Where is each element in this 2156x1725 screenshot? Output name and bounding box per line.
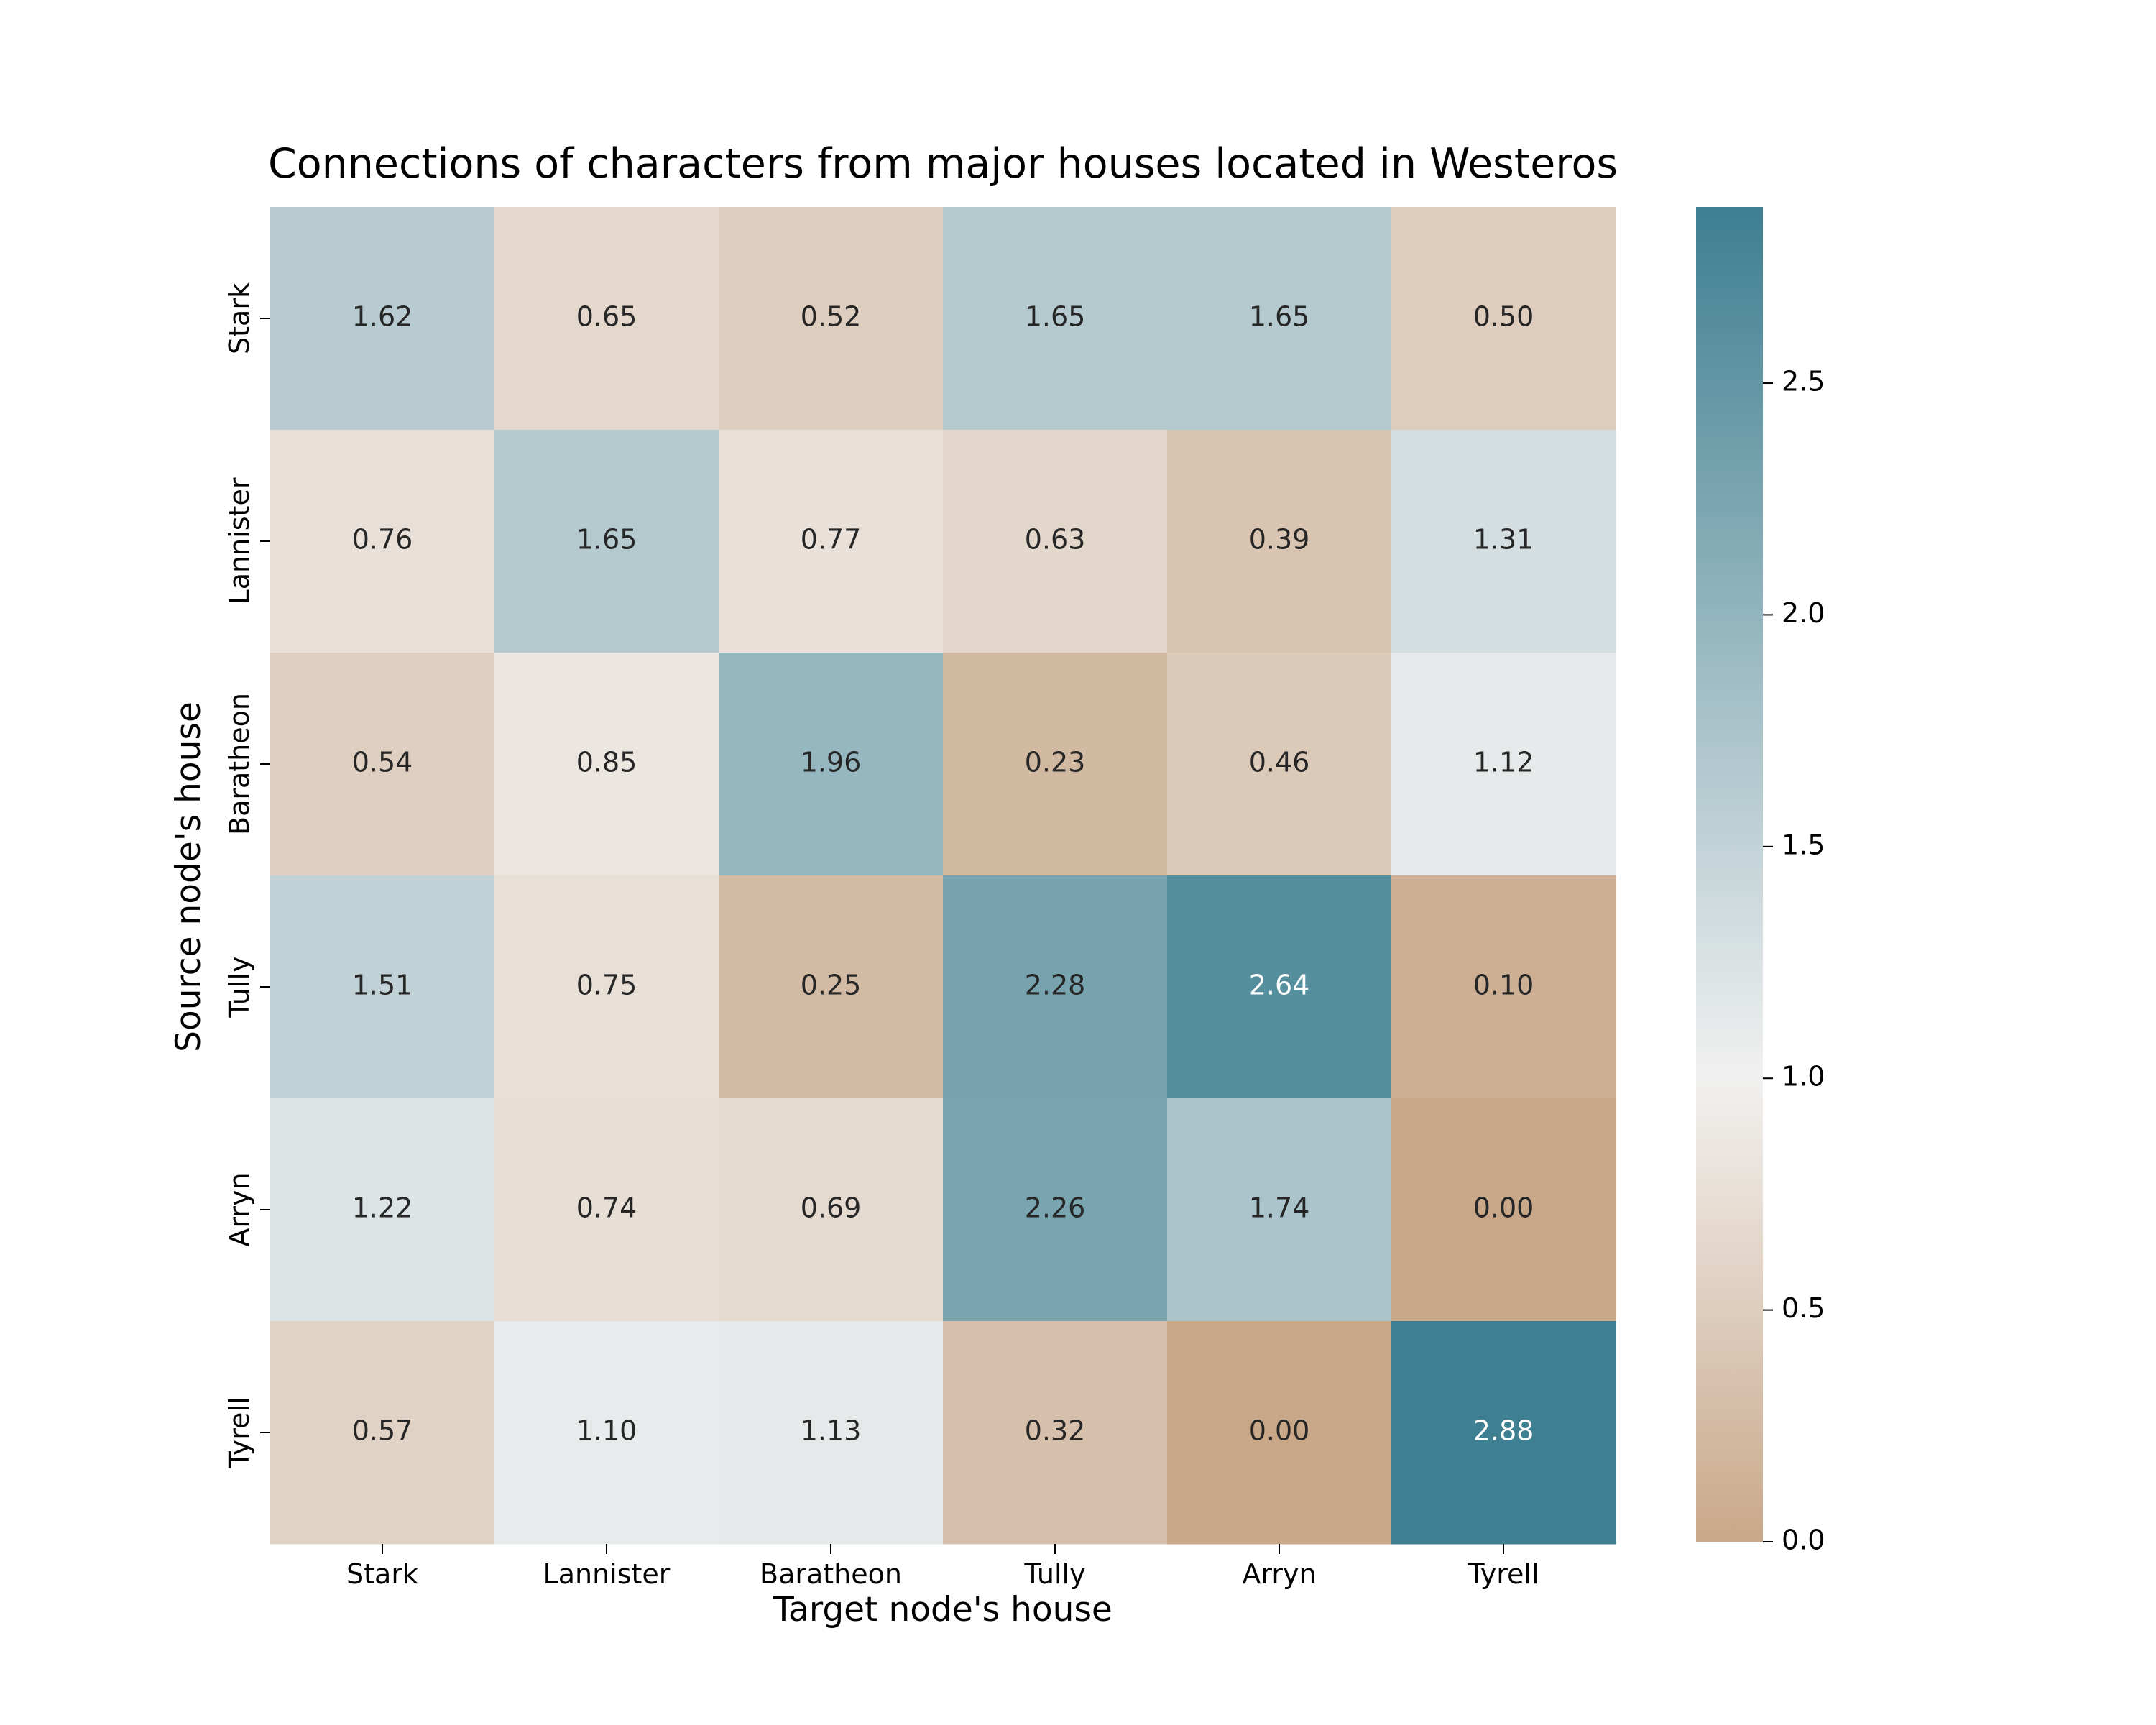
colorbar-tick-label: 2.0 — [1782, 597, 1825, 629]
cell-value-label: 0.00 — [1473, 1192, 1534, 1224]
heatmap-cell — [270, 875, 495, 1099]
heatmap-cells: 1.62 0.65 0.52 1.65 1.65 0.50 0.76 1.65 0.77 0.63… — [270, 207, 1616, 1545]
cell-value-label: 1.62 — [352, 301, 413, 333]
y-tick-label: Stark — [224, 282, 255, 354]
heatmap-cell — [494, 875, 719, 1099]
x-tick-label: Baratheon — [760, 1558, 902, 1590]
x-tick-label: Lannister — [543, 1558, 671, 1590]
heatmap-cell — [719, 1098, 944, 1322]
cell-value-label: 1.51 — [352, 970, 413, 1001]
y-tick-label: Lannister — [224, 477, 255, 604]
colorbar-tick-label: 0.0 — [1782, 1524, 1825, 1556]
x-tick-label: Tully — [1023, 1558, 1085, 1590]
cell-value-label: 1.65 — [1025, 301, 1086, 333]
cell-value-label: 1.96 — [801, 747, 862, 778]
heatmap-cell — [494, 1098, 719, 1322]
heatmap-cell — [494, 207, 719, 431]
cell-value-label: 1.65 — [1249, 301, 1310, 333]
heatmap-cell — [1167, 653, 1392, 876]
cell-value-label: 0.46 — [1249, 747, 1310, 778]
heatmap-cell — [494, 1321, 719, 1545]
heatmap-cell — [1167, 1098, 1392, 1322]
heatmap-cell — [1167, 207, 1392, 431]
chart-title: Connections of characters from major hou… — [268, 140, 1618, 188]
x-tick-label: Arryn — [1242, 1558, 1316, 1590]
x-tick-label: Stark — [346, 1558, 418, 1590]
heatmap-cell — [1391, 875, 1616, 1099]
y-tick-label: Tully — [224, 956, 255, 1018]
cell-value-label: 0.23 — [1025, 747, 1086, 778]
cell-value-label: 1.22 — [352, 1192, 413, 1224]
heatmap-cell — [270, 1098, 495, 1322]
cell-value-label: 0.75 — [576, 970, 637, 1001]
heatmap-cell — [943, 207, 1168, 431]
cell-value-label: 0.77 — [801, 524, 862, 556]
cell-value-label: 1.65 — [576, 524, 637, 556]
cell-value-label: 1.31 — [1473, 524, 1534, 556]
cell-value-label: 1.10 — [576, 1415, 637, 1447]
cell-value-label: 0.54 — [352, 747, 413, 778]
y-axis-ticks: Stark Lannister Baratheon Tully Arryn Tyrell — [224, 282, 270, 1469]
cell-value-label: 0.57 — [352, 1415, 413, 1447]
x-axis-ticks: Stark Lannister Baratheon Tully Arryn Tyrell — [346, 1544, 1539, 1590]
heatmap-cell — [494, 653, 719, 876]
colorbar-tick-label: 1.5 — [1782, 829, 1825, 860]
y-axis-label: Source node's house — [169, 702, 208, 1052]
y-tick-label: Tyrell — [224, 1397, 255, 1468]
cell-value-label: 0.69 — [801, 1192, 862, 1224]
cell-value-label: 2.26 — [1025, 1192, 1086, 1224]
cell-value-label: 0.74 — [576, 1192, 637, 1224]
heatmap-cell — [943, 875, 1168, 1099]
x-axis-label: Target node's house — [773, 1590, 1112, 1629]
cell-value-label: 2.28 — [1025, 970, 1086, 1001]
heatmap-cell — [1167, 430, 1392, 653]
cell-value-label: 0.00 — [1249, 1415, 1310, 1447]
heatmap-cell — [494, 430, 719, 653]
heatmap-cell — [1167, 875, 1392, 1099]
heatmap-cell — [1391, 430, 1616, 653]
cell-value-label: 1.12 — [1473, 747, 1534, 778]
colorbar-ticks: 0.0 0.5 1.0 1.5 2.0 2.5 — [1763, 366, 1825, 1556]
heatmap-cell — [943, 430, 1168, 653]
heatmap-cell — [719, 1321, 944, 1545]
cell-value-label: 0.85 — [576, 747, 637, 778]
cell-value-label: 1.74 — [1249, 1192, 1310, 1224]
heatmap-cell — [943, 653, 1168, 876]
heatmap-cell — [943, 1321, 1168, 1545]
heatmap-cell — [1167, 1321, 1392, 1545]
cell-value-label: 0.52 — [801, 301, 862, 333]
heatmap-cell — [270, 430, 495, 653]
y-tick-label: Baratheon — [224, 693, 255, 835]
heatmap-cell — [1391, 1098, 1616, 1322]
cell-value-label: 0.65 — [576, 301, 637, 333]
heatmap-cell — [719, 875, 944, 1099]
cell-value-label: 0.50 — [1473, 301, 1534, 333]
heatmap-cell — [270, 207, 495, 431]
cell-value-label: 0.76 — [352, 524, 413, 556]
x-tick-label: Tyrell — [1467, 1558, 1539, 1590]
cell-value-label: 0.25 — [801, 970, 862, 1001]
heatmap-cell — [270, 1321, 495, 1545]
cell-value-label: 0.32 — [1025, 1415, 1086, 1447]
y-tick-label: Arryn — [224, 1172, 255, 1246]
heatmap-cell — [943, 1098, 1168, 1322]
cell-value-label: 0.63 — [1025, 524, 1086, 556]
cell-value-label: 0.39 — [1249, 524, 1310, 556]
colorbar-tick-label: 1.0 — [1782, 1061, 1825, 1092]
heatmap-cell — [1391, 653, 1616, 876]
cell-value-label: 1.13 — [801, 1415, 862, 1447]
heatmap-cell — [1391, 207, 1616, 431]
colorbar-tick-label: 2.5 — [1782, 366, 1825, 397]
heatmap-cell — [719, 653, 944, 876]
heatmap-cell — [270, 653, 495, 876]
cell-value-label: 0.10 — [1473, 970, 1534, 1001]
colorbar-tick-label: 0.5 — [1782, 1292, 1825, 1324]
heatmap-cell — [719, 430, 944, 653]
cell-value-label: 2.88 — [1473, 1415, 1534, 1447]
heatmap-cell — [1391, 1321, 1616, 1545]
heatmap-cell — [719, 207, 944, 431]
cell-value-label: 2.64 — [1249, 970, 1310, 1001]
colorbar — [1696, 207, 1763, 1542]
